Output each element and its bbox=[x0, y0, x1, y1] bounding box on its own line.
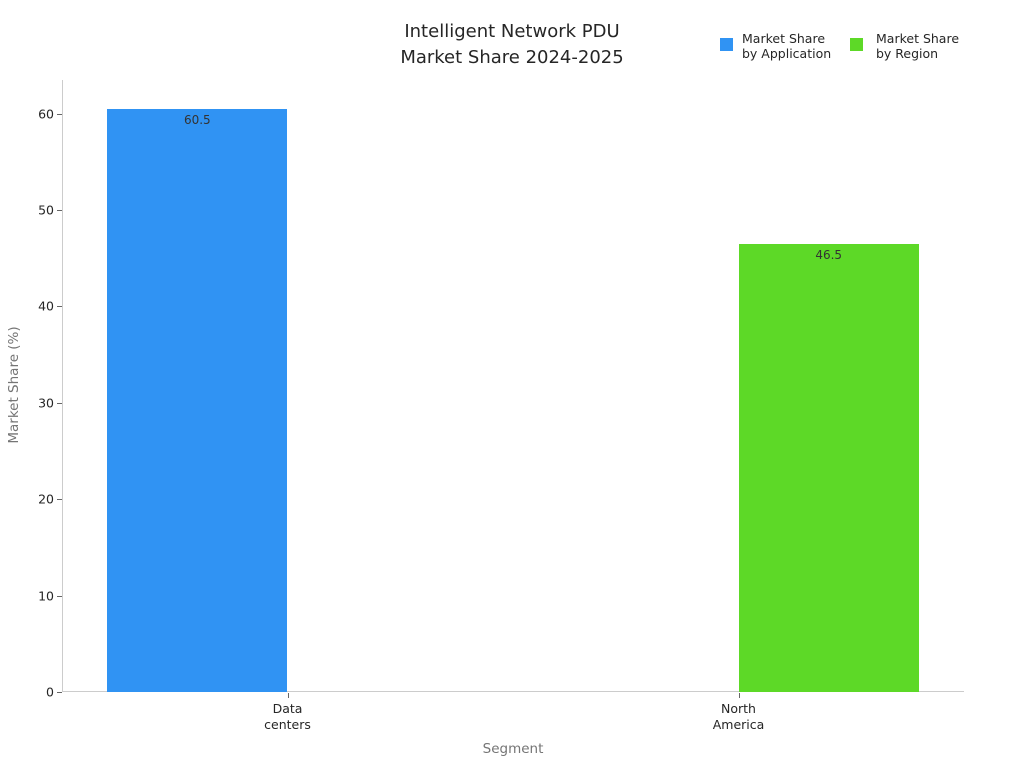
x-axis-tick-mark bbox=[287, 693, 289, 698]
x-axis-tick-label: North America bbox=[712, 701, 765, 732]
legend-label-application: Market Share by Application bbox=[742, 31, 831, 61]
y-axis-tick-label: 60 bbox=[38, 106, 54, 122]
bar-market-share-by-region bbox=[738, 243, 919, 692]
x-axis-tick-label: Data centers bbox=[264, 701, 311, 732]
chart-title-line2: Market Share 2024-2025 bbox=[400, 47, 624, 68]
plot-area bbox=[62, 80, 964, 692]
y-axis-tick-mark bbox=[57, 113, 62, 115]
y-axis-label: Market Share (%) bbox=[6, 326, 22, 444]
y-axis-tick-mark bbox=[57, 306, 62, 308]
legend-swatch-region bbox=[850, 38, 863, 51]
legend-label-application-line1: Market Share bbox=[742, 31, 826, 46]
legend-label-region-line1: Market Share bbox=[876, 31, 960, 46]
y-axis-tick-label: 50 bbox=[38, 202, 54, 218]
y-axis-tick-label: 0 bbox=[46, 684, 54, 700]
legend-label-application-line2: by Application bbox=[742, 46, 832, 61]
y-axis-tick-label: 30 bbox=[38, 395, 54, 411]
bar-value-label: 60.5 bbox=[183, 112, 211, 127]
bar-value-label: 46.5 bbox=[815, 247, 843, 262]
x-axis-label: Segment bbox=[482, 741, 544, 757]
y-axis-tick-mark bbox=[57, 692, 62, 693]
chart-title: Intelligent Network PDU Market Share 202… bbox=[400, 19, 623, 71]
y-axis-tick-mark bbox=[57, 210, 62, 212]
x-axis-tick-mark bbox=[738, 693, 740, 698]
bar-market-share-by-application bbox=[107, 108, 288, 692]
chart-title-line1: Intelligent Network PDU bbox=[404, 21, 620, 42]
y-axis-tick-label: 40 bbox=[38, 298, 54, 314]
legend-label-region: Market Share by Region bbox=[876, 31, 959, 61]
y-axis-tick-label: 20 bbox=[38, 491, 54, 507]
y-axis-tick-mark bbox=[57, 402, 62, 404]
y-axis-tick-label: 10 bbox=[38, 588, 54, 604]
y-axis-tick-mark bbox=[57, 595, 62, 597]
legend-label-region-line2: by Region bbox=[876, 46, 939, 61]
legend-swatch-application bbox=[720, 38, 733, 51]
y-axis-tick-mark bbox=[57, 499, 62, 501]
